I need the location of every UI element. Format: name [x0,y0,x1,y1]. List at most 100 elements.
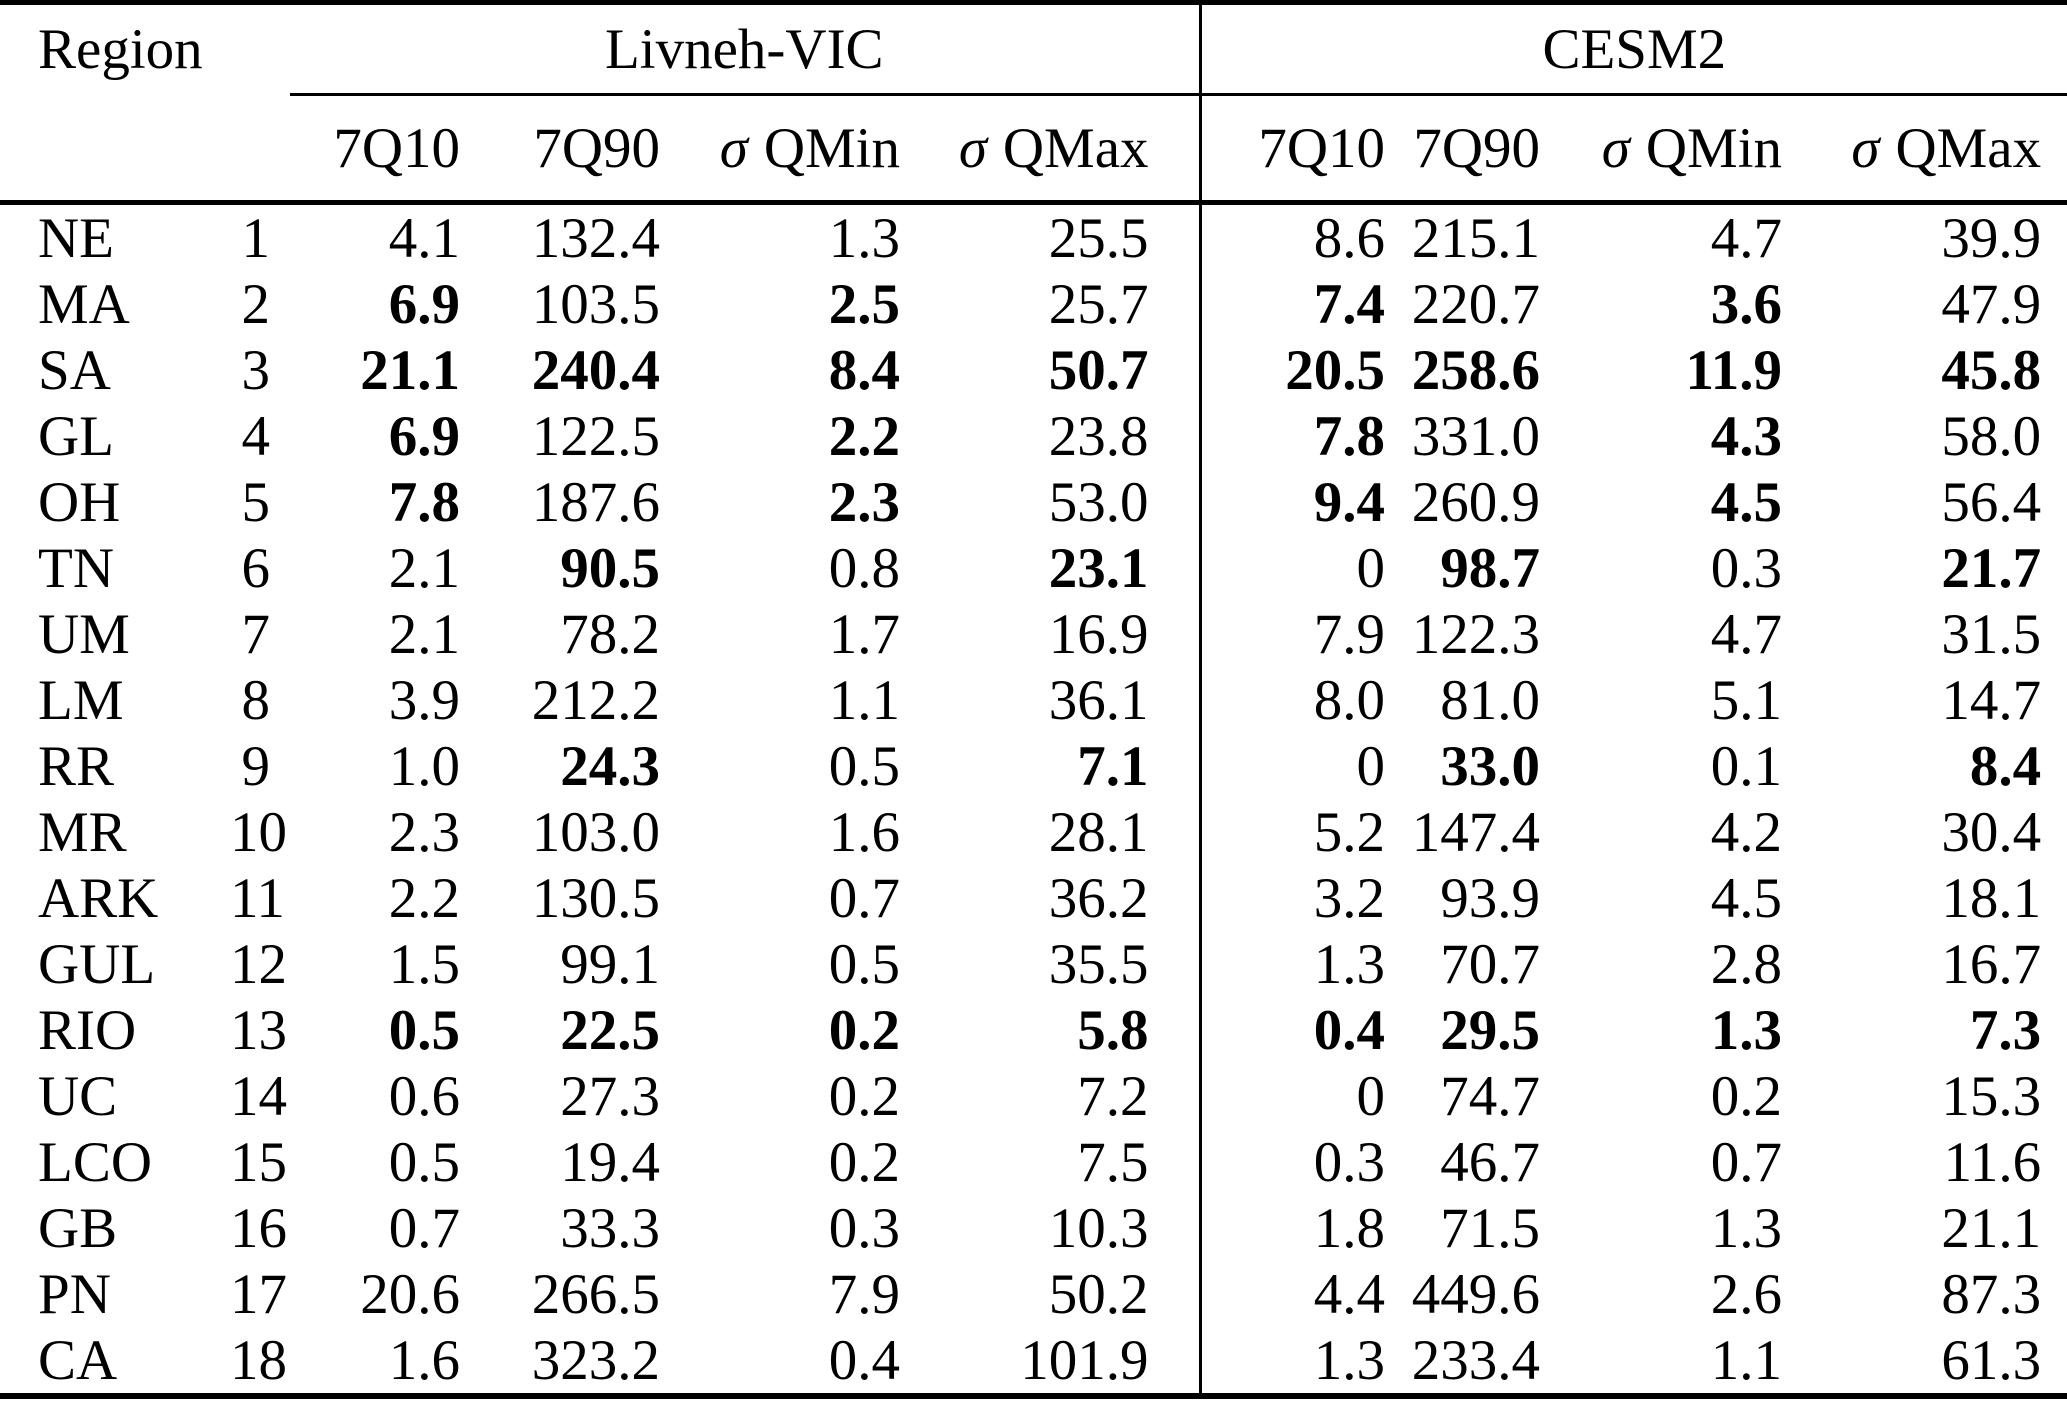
region-number: 4 [241,404,271,468]
livneh-sigma-qmax-value: 36.1 [920,667,1202,733]
region-number: 13 [230,998,287,1062]
livneh-sigma-qmin-value: 0.5 [828,932,900,996]
cesm2-7q10-value: 7.8 [1313,404,1386,468]
livneh-sigma-qmin-value: 0.4 [828,1328,900,1392]
livneh-7q10-value: 6.9 [388,404,460,468]
cesm2-sigma-qmax-value: 7.3 [1969,998,2042,1062]
region-column-header: Region [38,18,203,82]
livneh-7q90-value: 212.2 [531,668,660,732]
cesm2-7q10-value: 1.8 [1313,1196,1386,1260]
livneh-7q10-value: 0.6 [388,1064,460,1128]
col-header-label: QMax [1002,116,1149,180]
cesm2-sigma-qmax-value: 31.5 [1941,602,2042,666]
livneh-sigma-qmax-value: 10.3 [920,1195,1202,1261]
cesm2-7q90-value: 220.7 [1411,272,1541,336]
table-row: PN 17 20.6 266.5 7.9 50.2 4.4 449.6 2.6 … [0,1261,2067,1327]
livneh-7q10-value: 0.5 [388,998,460,1062]
region-label: LM [38,668,124,732]
col-header-label: 7Q10 [333,116,460,180]
livneh-7q10-value: 1.6 [388,1328,460,1392]
col-header-livneh-sigma-qmin: σ QMin [680,94,920,205]
cesm2-sigma-qmax-value: 21.7 [1941,536,2042,600]
livneh-7q90-value: 240.4 [531,338,660,402]
sigma-symbol: σ [1851,116,1880,180]
livneh-sigma-qmin-value: 1.1 [828,668,900,732]
cesm2-7q90-value: 147.4 [1411,800,1541,864]
livneh-7q10-value: 4.1 [388,206,460,270]
cesm2-sigma-qmin-value: 4.2 [1710,800,1783,864]
livneh-sigma-qmin-value: 0.3 [828,1196,900,1260]
cesm2-sigma-qmax-value: 21.1 [1941,1196,2042,1260]
cesm2-7q10-value: 5.2 [1313,800,1386,864]
region-label: ARK [38,866,159,930]
cesm2-sigma-qmax-value: 30.4 [1941,800,2042,864]
cesm2-7q10-value: 0 [1356,536,1386,600]
col-header-label: QMax [1895,116,2042,180]
table-row: OH 5 7.8 187.6 2.3 53.0 9.4 260.9 4.5 56… [0,469,2067,535]
livneh-sigma-qmax-value: 101.9 [920,1327,1202,1396]
cesm2-7q10-value: 1.3 [1313,932,1386,996]
col-header-cesm2-sigma-qmin: σ QMin [1570,94,1811,205]
livneh-7q90-value: 24.3 [560,734,660,798]
livneh-sigma-qmax-value: 7.2 [920,1063,1202,1129]
cesm2-sigma-qmin-value: 0.3 [1710,536,1783,600]
region-label: TN [38,536,114,600]
region-label: GB [38,1196,118,1260]
livneh-sigma-qmax-value: 28.1 [920,799,1202,865]
region-number: 14 [230,1064,287,1128]
livneh-7q10-value: 20.6 [360,1262,460,1326]
table-row: SA 3 21.1 240.4 8.4 50.7 20.5 258.6 11.9… [0,337,2067,403]
region-number: 18 [230,1328,287,1392]
col-header-label: 7Q90 [533,116,660,180]
group-header-livneh-vic: Livneh-VIC [290,2,1202,96]
cesm2-7q10-value: 8.0 [1313,668,1386,732]
livneh-sigma-qmin-value: 0.2 [828,1130,900,1194]
region-label: UC [38,1064,118,1128]
cesm2-7q90-value: 46.7 [1440,1130,1541,1194]
cesm2-7q10-value: 0.3 [1313,1130,1386,1194]
cesm2-sigma-qmin-value: 1.1 [1710,1328,1783,1392]
col-header-cesm2-sigma-qmax: σ QMax [1810,94,2067,205]
livneh-sigma-qmax-value: 7.1 [920,733,1202,799]
cesm2-7q90-value: 122.3 [1411,602,1541,666]
region-label: PN [38,1262,111,1326]
livneh-sigma-qmax-value: 7.5 [920,1129,1202,1195]
livneh-7q90-value: 323.2 [531,1328,660,1392]
region-label: OH [38,470,121,534]
livneh-sigma-qmax-value: 25.7 [920,271,1202,337]
table-row: UC 14 0.6 27.3 0.2 7.2 0 74.7 0.2 15.3 [0,1063,2067,1129]
cesm2-7q10-value: 4.4 [1313,1262,1386,1326]
cesm2-7q10-value: 7.4 [1313,272,1386,336]
livneh-sigma-qmax-value: 53.0 [920,469,1202,535]
livneh-7q10-value: 21.1 [360,338,460,402]
cesm2-7q10-value: 0 [1356,734,1386,798]
livneh-7q10-value: 1.0 [388,734,460,798]
cesm2-7q90-value: 449.6 [1411,1262,1541,1326]
cesm2-sigma-qmax-value: 56.4 [1941,470,2042,534]
cesm2-sigma-qmax-value: 45.8 [1941,338,2042,402]
livneh-7q90-value: 22.5 [560,998,660,1062]
livneh-sigma-qmin-value: 7.9 [828,1262,900,1326]
table-row: UM 7 2.1 78.2 1.7 16.9 7.9 122.3 4.7 31.… [0,601,2067,667]
livneh-sigma-qmax-value: 25.5 [920,202,1202,271]
cesm2-sigma-qmax-value: 14.7 [1941,668,2042,732]
region-number: 11 [230,866,285,930]
cesm2-sigma-qmax-value: 16.7 [1941,932,2042,996]
cesm2-sigma-qmin-value: 1.3 [1710,1196,1783,1260]
livneh-sigma-qmin-value: 0.2 [828,1064,900,1128]
livneh-7q90-value: 103.0 [531,800,660,864]
cesm2-sigma-qmin-value: 4.7 [1710,602,1783,666]
livneh-7q10-value: 0.7 [388,1196,460,1260]
col-header-cesm2-7q90: 7Q90 [1400,94,1571,205]
livneh-7q90-value: 99.1 [560,932,660,996]
livneh-sigma-qmax-value: 50.7 [920,337,1202,403]
cesm2-7q90-value: 260.9 [1411,470,1541,534]
livneh-sigma-qmin-value: 2.5 [828,272,900,336]
region-number: 15 [230,1130,287,1194]
livneh-sigma-qmin-value: 0.7 [828,866,900,930]
sigma-symbol: σ [1601,116,1630,180]
cesm2-7q90-value: 331.0 [1411,404,1541,468]
sigma-symbol: σ [719,116,748,180]
